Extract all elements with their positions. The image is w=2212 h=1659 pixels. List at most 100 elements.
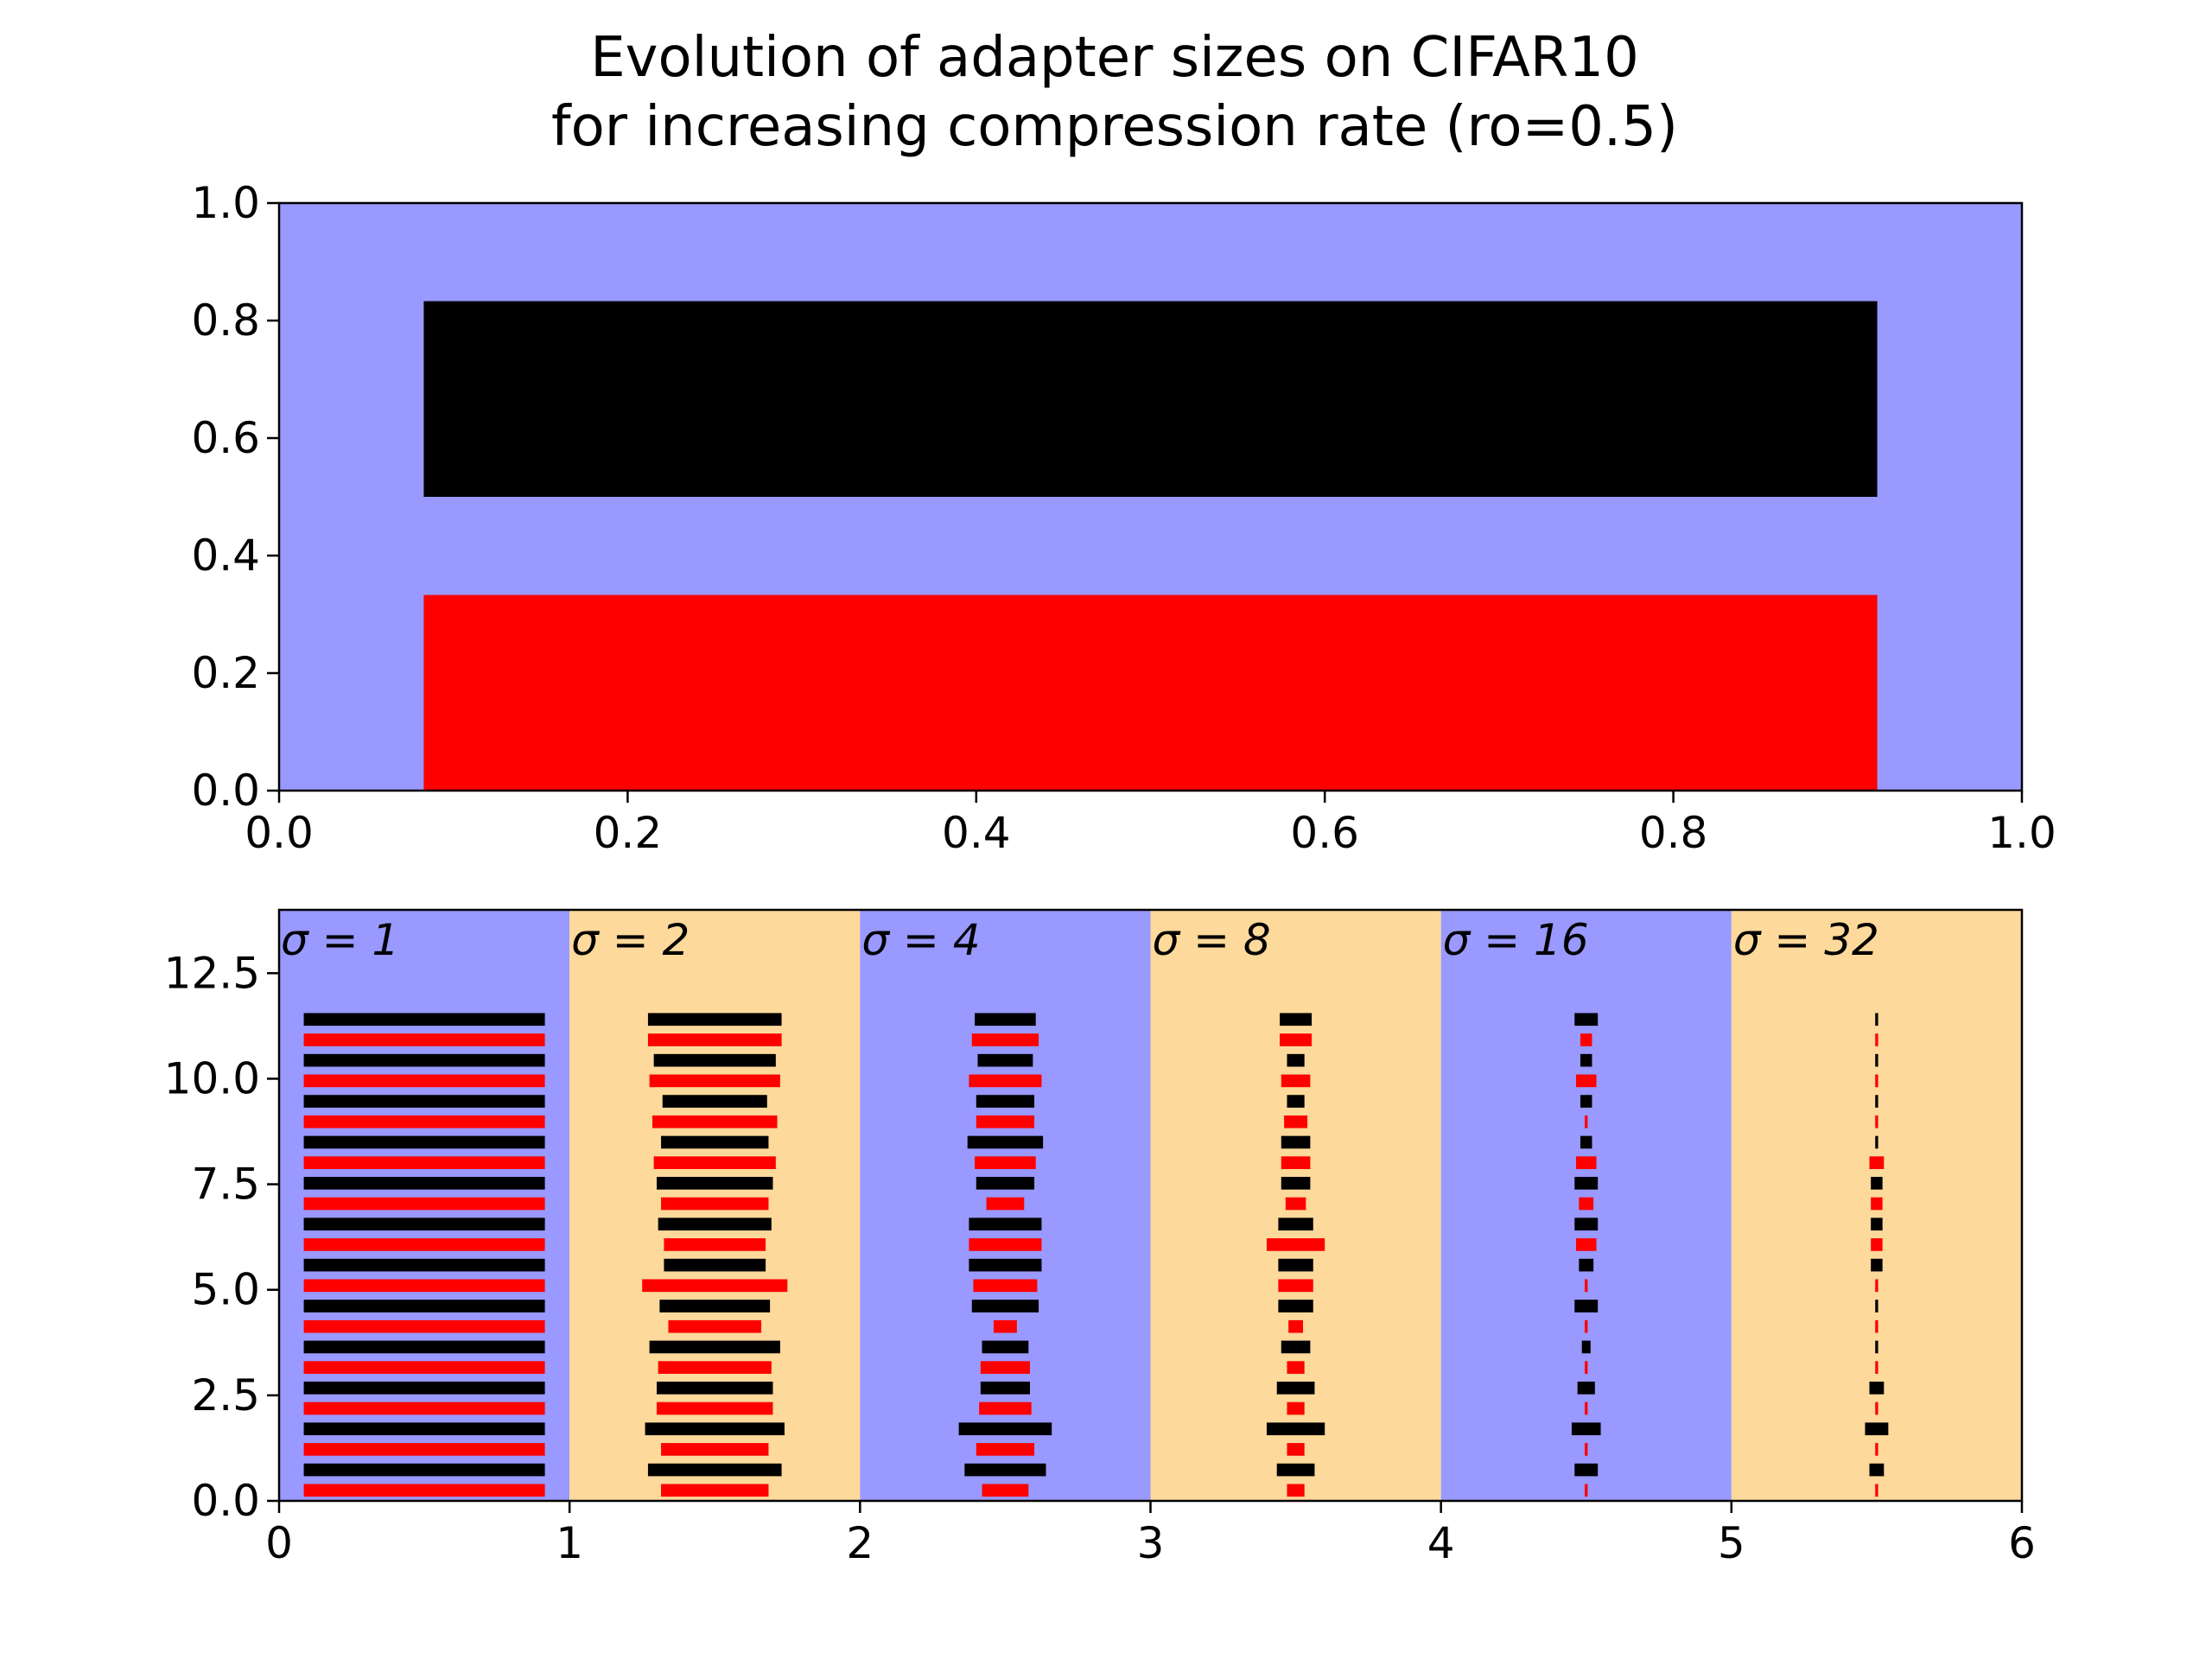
bar [969, 1238, 1042, 1251]
bar [1871, 1177, 1883, 1190]
bar [1585, 1115, 1588, 1128]
bar [303, 1238, 545, 1251]
bar [303, 1381, 545, 1395]
bar [1281, 1074, 1311, 1088]
bar [1577, 1381, 1595, 1395]
bar [1266, 1422, 1325, 1436]
bar [303, 1053, 545, 1067]
bar [1875, 1340, 1878, 1354]
bar [1581, 1340, 1591, 1354]
bar [1869, 1156, 1885, 1169]
bar [1875, 1115, 1878, 1128]
x-tick-label: 0 [265, 1518, 293, 1568]
bar [653, 1053, 776, 1067]
bar [303, 1115, 545, 1128]
bar [659, 1300, 771, 1313]
bar [982, 1340, 1029, 1354]
bar [649, 1074, 780, 1088]
bar [661, 1484, 769, 1497]
bar [303, 1095, 545, 1108]
x-tick-label: 0.4 [942, 808, 1011, 858]
bar [975, 1013, 1036, 1027]
bar [976, 1115, 1035, 1128]
bar [303, 1422, 545, 1436]
bar [967, 1135, 1044, 1149]
bar [1580, 1033, 1592, 1046]
bar [1574, 1177, 1599, 1190]
bar [1585, 1484, 1588, 1497]
bar [303, 1361, 545, 1374]
group-label: σ = 2 [571, 915, 690, 965]
bar [1875, 1135, 1878, 1149]
bar [971, 1300, 1039, 1313]
y-tick-label: 0.2 [191, 648, 260, 698]
group-label: σ = 8 [1153, 915, 1271, 965]
bar [1287, 1484, 1305, 1497]
bar [1571, 1422, 1601, 1436]
bar [1875, 1033, 1878, 1046]
bar [303, 1319, 545, 1333]
y-tick-label: 0.6 [191, 413, 260, 463]
bar [664, 1238, 766, 1251]
bar [1585, 1361, 1588, 1374]
bar [658, 1361, 772, 1374]
x-tick-label: 3 [1137, 1518, 1165, 1568]
bar [1585, 1319, 1588, 1333]
bar [1287, 1053, 1305, 1067]
bar [303, 1484, 545, 1497]
x-tick-label: 6 [2008, 1518, 2036, 1568]
bar [647, 1463, 782, 1477]
bar [1288, 1319, 1303, 1333]
x-tick-label: 4 [1427, 1518, 1455, 1568]
bar [1585, 1443, 1588, 1456]
bar [1875, 1053, 1878, 1067]
bar [1284, 1115, 1308, 1128]
bar [303, 1013, 545, 1027]
bottom-panel: σ = 1 σ = 2 σ = 4 σ = 8 σ = 16 σ = 32 0 1 2 3 4 5 6 0… [164, 908, 2036, 1568]
bar [1875, 1013, 1878, 1027]
bar [1281, 1156, 1311, 1169]
bar [1875, 1443, 1878, 1456]
bar [661, 1135, 769, 1149]
bar [303, 1033, 545, 1046]
bar [977, 1053, 1033, 1067]
bar [647, 1013, 782, 1027]
axes-frame [277, 201, 2024, 792]
x-tick-label: 0.2 [594, 808, 663, 858]
chart-title-line-1: Evolution of adapter sizes on CIFAR10 [590, 26, 1639, 90]
bar [1579, 1197, 1594, 1211]
bar [303, 1340, 545, 1354]
bar [1875, 1402, 1878, 1415]
bar [423, 301, 1878, 497]
bar [303, 1197, 545, 1211]
bar [303, 1402, 545, 1415]
bar [303, 1074, 545, 1088]
bar [1871, 1197, 1883, 1211]
bar [1875, 1361, 1878, 1374]
chart-title-line-2: for increasing compression rate (ro=0.5) [551, 95, 1678, 159]
bar [1875, 1319, 1878, 1333]
bar [1276, 1463, 1315, 1477]
bar [1287, 1095, 1305, 1108]
bar [980, 1361, 1030, 1374]
bar [1579, 1258, 1594, 1272]
bar [1865, 1422, 1889, 1436]
bar [657, 1177, 773, 1190]
bar [1281, 1135, 1311, 1149]
y-tick-label: 10.0 [164, 1053, 260, 1103]
bar [653, 1156, 776, 1169]
bar [1875, 1300, 1878, 1313]
y-tick-label: 7.5 [191, 1160, 260, 1210]
bar [1585, 1279, 1588, 1293]
bar [1575, 1156, 1597, 1169]
bar [1871, 1217, 1883, 1231]
bar [1875, 1484, 1878, 1497]
bar [303, 1279, 545, 1293]
y-tick-label: 1.0 [191, 178, 260, 228]
bar [976, 1095, 1035, 1108]
bar [958, 1422, 1052, 1436]
bar [1285, 1197, 1306, 1211]
bar [1580, 1053, 1592, 1067]
y-tick-label: 0.0 [191, 766, 260, 816]
